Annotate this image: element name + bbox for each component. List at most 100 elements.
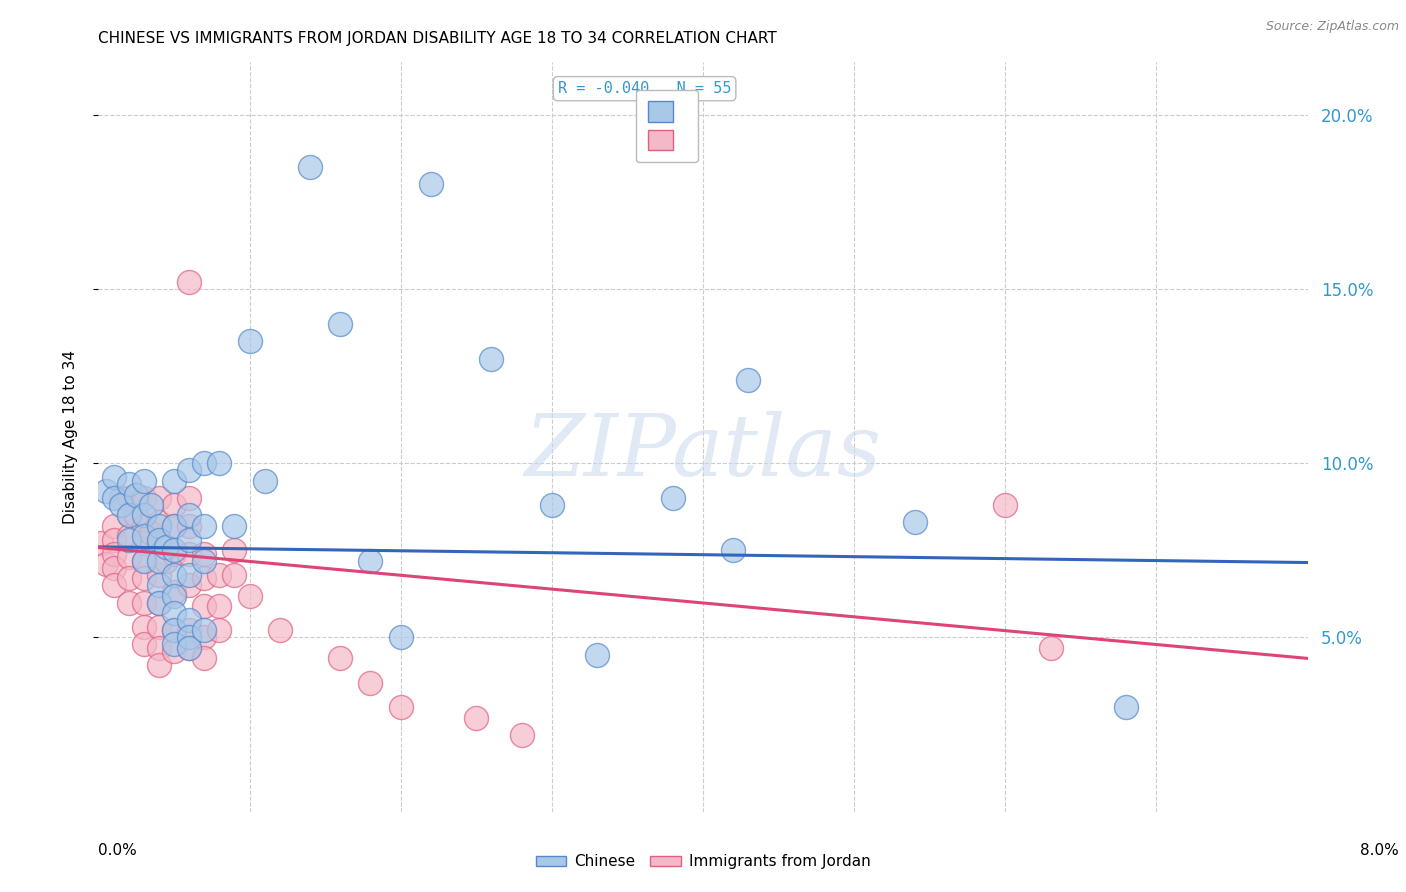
Point — [148, 554, 170, 568]
Point — [540, 498, 562, 512]
Point — [148, 519, 170, 533]
Point — [224, 519, 246, 533]
Point — [118, 596, 141, 610]
Point — [155, 554, 177, 568]
Point — [224, 543, 246, 558]
Text: Source: ZipAtlas.com: Source: ZipAtlas.com — [1265, 20, 1399, 33]
Point — [103, 561, 125, 575]
Point — [224, 567, 246, 582]
Point — [118, 533, 141, 547]
Point — [103, 470, 125, 484]
Point — [132, 637, 155, 651]
Point — [103, 491, 125, 505]
Point — [193, 519, 215, 533]
Point — [208, 567, 231, 582]
Point — [132, 474, 155, 488]
Point — [329, 317, 352, 331]
Point — [148, 620, 170, 634]
Point — [163, 585, 186, 599]
Legend: , : , — [636, 89, 697, 161]
Point — [163, 567, 186, 582]
Point — [148, 567, 170, 582]
Text: 0.0%: 0.0% — [98, 843, 138, 858]
Point — [163, 547, 186, 561]
Point — [163, 498, 186, 512]
Point — [132, 508, 155, 523]
Point — [148, 596, 170, 610]
Point — [465, 711, 488, 725]
Point — [586, 648, 609, 662]
Point — [179, 491, 201, 505]
Point — [299, 160, 322, 174]
Point — [179, 533, 201, 547]
Point — [163, 624, 186, 638]
Point — [904, 516, 927, 530]
Point — [148, 658, 170, 673]
Text: CHINESE VS IMMIGRANTS FROM JORDAN DISABILITY AGE 18 TO 34 CORRELATION CHART: CHINESE VS IMMIGRANTS FROM JORDAN DISABI… — [98, 31, 778, 46]
Point — [179, 508, 201, 523]
Point — [208, 624, 231, 638]
Point — [132, 554, 155, 568]
Point — [148, 578, 170, 592]
Point — [179, 631, 201, 645]
Point — [132, 519, 155, 533]
Point — [253, 474, 276, 488]
Point — [163, 624, 186, 638]
Point — [179, 567, 201, 582]
Point — [132, 620, 155, 634]
Point — [132, 571, 155, 585]
Point — [103, 547, 125, 561]
Point — [103, 519, 125, 533]
Point — [90, 536, 112, 550]
Point — [269, 624, 291, 638]
Point — [360, 675, 382, 690]
Point — [193, 631, 215, 645]
Point — [193, 599, 215, 613]
Point — [125, 508, 148, 523]
Point — [193, 554, 215, 568]
Y-axis label: Disability Age 18 to 34: Disability Age 18 to 34 — [63, 350, 77, 524]
Point — [1039, 640, 1062, 655]
Point — [179, 613, 201, 627]
Legend: Chinese, Immigrants from Jordan: Chinese, Immigrants from Jordan — [530, 848, 876, 875]
Point — [155, 540, 177, 554]
Point — [132, 554, 155, 568]
Point — [163, 519, 186, 533]
Text: R = -0.040   N = 55: R = -0.040 N = 55 — [558, 81, 731, 96]
Point — [329, 651, 352, 665]
Point — [208, 456, 231, 470]
Point — [163, 543, 186, 558]
Point — [118, 508, 141, 523]
Text: ZIPatlas: ZIPatlas — [524, 410, 882, 493]
Point — [208, 599, 231, 613]
Point — [360, 554, 382, 568]
Point — [193, 624, 215, 638]
Point — [239, 334, 262, 349]
Point — [94, 484, 117, 499]
Point — [132, 491, 155, 505]
Point — [193, 456, 215, 470]
Point — [179, 463, 201, 477]
Point — [179, 275, 201, 289]
Point — [118, 550, 141, 565]
Point — [118, 477, 141, 491]
Point — [193, 547, 215, 561]
Point — [163, 519, 186, 533]
Point — [163, 637, 186, 651]
Point — [125, 487, 148, 501]
Point — [94, 558, 117, 572]
Point — [510, 728, 533, 742]
Point — [148, 640, 170, 655]
Point — [148, 596, 170, 610]
Point — [179, 624, 201, 638]
Point — [420, 178, 443, 192]
Point — [193, 571, 215, 585]
Point — [132, 596, 155, 610]
Point — [994, 498, 1017, 512]
Point — [193, 651, 215, 665]
Point — [148, 533, 170, 547]
Point — [110, 491, 132, 505]
Point — [132, 529, 155, 543]
Point — [179, 640, 201, 655]
Point — [141, 498, 163, 512]
